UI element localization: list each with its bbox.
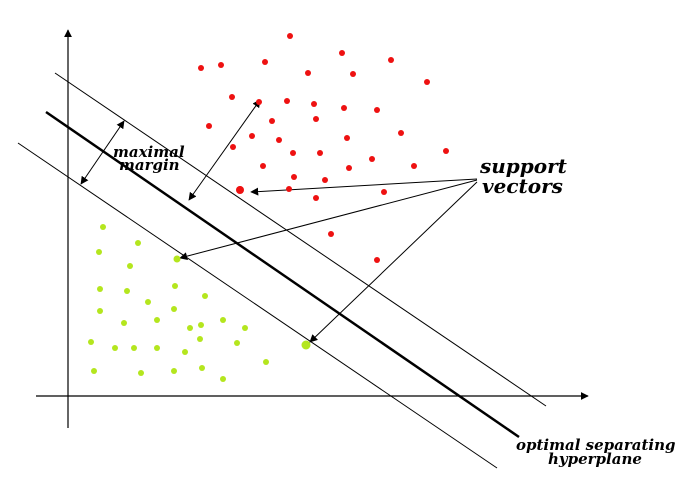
hyperplane-label-line2: hyperplane	[548, 450, 642, 468]
red-point	[369, 156, 375, 162]
green-point	[171, 368, 177, 374]
green-point	[97, 286, 103, 292]
green-point	[202, 293, 208, 299]
green-point	[220, 317, 226, 323]
green-point	[88, 339, 94, 345]
green-point	[96, 249, 102, 255]
red-point	[317, 150, 323, 156]
green-point	[91, 368, 97, 374]
green-point	[242, 325, 248, 331]
green-point	[187, 325, 193, 331]
green-point	[97, 308, 103, 314]
support-vector-point	[173, 255, 181, 263]
red-point	[322, 177, 328, 183]
support-vector-arrow-green-lower	[309, 181, 478, 343]
red-point	[381, 189, 387, 195]
red-point	[398, 130, 404, 136]
red-point	[305, 70, 311, 76]
green-point	[198, 322, 204, 328]
support-vector-arrow-red	[250, 178, 478, 196]
red-point	[313, 116, 319, 122]
support-vector-point	[236, 186, 244, 194]
green-point	[135, 240, 141, 246]
red-point	[388, 57, 394, 63]
green-point	[263, 359, 269, 365]
red-point	[291, 174, 297, 180]
maximal-margin-arrow	[80, 120, 125, 185]
red-point	[411, 163, 417, 169]
red-point	[262, 59, 268, 65]
red-class-points	[198, 33, 449, 263]
green-point	[145, 299, 151, 305]
red-point	[344, 135, 350, 141]
green-point	[182, 349, 188, 355]
red-point	[284, 98, 290, 104]
red-point	[269, 118, 275, 124]
green-class-points	[88, 224, 309, 382]
hyperplane-label-line1: optimal separating	[516, 436, 675, 454]
green-point	[220, 376, 226, 382]
green-point	[138, 370, 144, 376]
red-point	[286, 186, 292, 192]
green-point	[127, 263, 133, 269]
red-point	[374, 257, 380, 263]
margin-width-arrow	[188, 99, 261, 201]
red-point	[290, 150, 296, 156]
green-point	[199, 365, 205, 371]
red-point	[346, 165, 352, 171]
red-point	[341, 105, 347, 111]
red-point	[256, 99, 262, 105]
green-point	[121, 320, 127, 326]
red-point	[198, 65, 204, 71]
green-point	[112, 345, 118, 351]
green-point	[197, 336, 203, 342]
support-vector-arrow-green-upper	[179, 179, 478, 261]
green-point	[172, 283, 178, 289]
red-point	[260, 163, 266, 169]
optimal-hyperplane	[45, 110, 520, 439]
green-point	[100, 224, 106, 230]
green-point	[171, 306, 177, 312]
red-point	[218, 62, 224, 68]
red-point	[311, 101, 317, 107]
maximal-margin-label-line2: margin	[119, 156, 180, 174]
red-point	[350, 71, 356, 77]
red-point	[374, 107, 380, 113]
red-point	[443, 148, 449, 154]
green-point	[124, 288, 130, 294]
red-point	[328, 231, 334, 237]
green-point	[131, 345, 137, 351]
lower-margin-line	[17, 142, 498, 469]
red-point	[287, 33, 293, 39]
maximal-margin-label-line1: maximal	[113, 143, 185, 161]
support-vectors-label-line2: vectors	[482, 174, 563, 198]
red-point	[424, 79, 430, 85]
red-point	[229, 94, 235, 100]
red-point	[276, 137, 282, 143]
red-point	[339, 50, 345, 56]
support-vector-point	[301, 340, 311, 350]
green-point	[154, 345, 160, 351]
red-point	[206, 123, 212, 129]
green-point	[234, 340, 240, 346]
upper-margin-line	[54, 72, 547, 407]
support-vectors-label-line1: support	[479, 154, 568, 178]
green-point	[154, 317, 160, 323]
red-point	[313, 195, 319, 201]
red-point	[230, 144, 236, 150]
red-point	[249, 133, 255, 139]
